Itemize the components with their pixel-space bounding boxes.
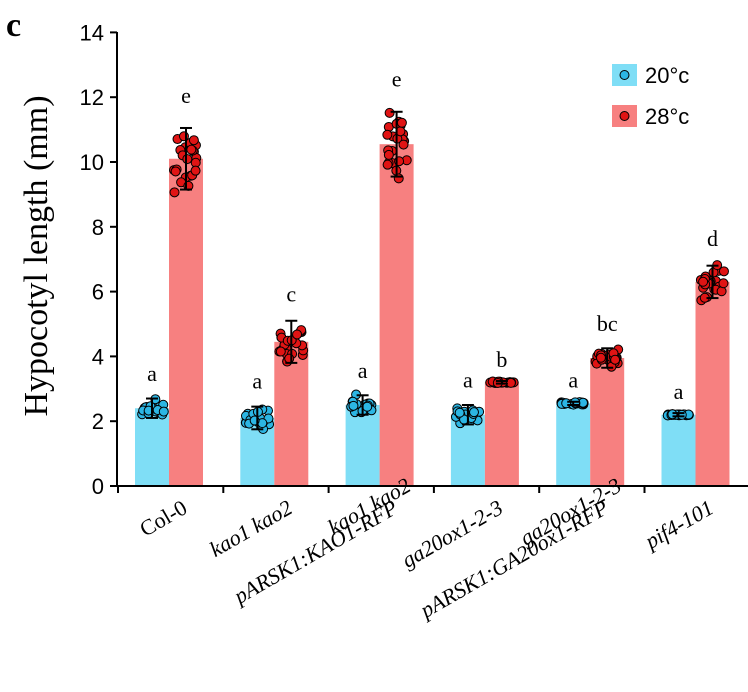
bar-28c-5 bbox=[695, 281, 730, 486]
y-tick-label: 14 bbox=[80, 20, 104, 45]
category-label: pif4-101 bbox=[639, 495, 718, 555]
data-point bbox=[143, 405, 154, 416]
data-point bbox=[186, 144, 197, 155]
data-point bbox=[348, 400, 359, 411]
data-point bbox=[667, 409, 678, 420]
data-point bbox=[170, 166, 181, 177]
error-bars-layer bbox=[146, 110, 719, 431]
y-tick-label: 12 bbox=[80, 85, 104, 110]
category-label: pARSK1:GA20ox1-RFP bbox=[414, 495, 612, 624]
y-tick-label: 0 bbox=[92, 474, 104, 499]
data-point bbox=[454, 407, 465, 418]
y-tick-label: 6 bbox=[92, 280, 104, 305]
legend-label-20c: 20°c bbox=[645, 63, 689, 88]
significance-letter: b bbox=[496, 347, 507, 372]
legend-dot-28c bbox=[619, 111, 630, 121]
data-point bbox=[169, 187, 180, 198]
data-point bbox=[382, 159, 393, 170]
bar-28c-4 bbox=[590, 358, 625, 486]
significance-letter: e bbox=[392, 66, 402, 91]
legend-dot-20c bbox=[619, 70, 630, 80]
data-point bbox=[718, 266, 729, 277]
data-point bbox=[362, 401, 373, 412]
legend-label-28c: 28°c bbox=[645, 104, 689, 129]
x-ticks-layer bbox=[117, 486, 646, 493]
bar-20c-5 bbox=[661, 414, 696, 486]
data-point bbox=[469, 407, 480, 418]
bar-20c-0 bbox=[135, 408, 169, 486]
data-point bbox=[396, 117, 407, 128]
data-point bbox=[178, 131, 189, 142]
y-axis-label: Hypocotyl length (mm) bbox=[18, 95, 55, 416]
data-point bbox=[384, 107, 395, 118]
data-point bbox=[188, 135, 199, 146]
y-tick-label: 8 bbox=[92, 215, 104, 240]
bar-20c-2 bbox=[345, 405, 380, 486]
data-point bbox=[292, 329, 303, 340]
data-point bbox=[190, 165, 201, 176]
legend: 20°c 28°c bbox=[612, 63, 689, 129]
category-label: Col-0 bbox=[135, 495, 191, 542]
bar-20c-4 bbox=[556, 403, 591, 486]
data-point bbox=[284, 353, 295, 364]
significance-letter: a bbox=[568, 368, 578, 393]
bar-28c-1 bbox=[274, 341, 309, 486]
significance-letter: bc bbox=[597, 311, 618, 336]
panel-label: c bbox=[6, 7, 21, 44]
category-labels-layer: Col-0 kao1 kao2 kao1 kao2pARSK1:KAO1-RFPga… bbox=[135, 473, 717, 624]
data-point bbox=[718, 278, 729, 289]
significance-letter: a bbox=[463, 368, 473, 393]
data-point bbox=[595, 352, 606, 363]
significance-letter: a bbox=[358, 358, 368, 383]
y-tick-label: 10 bbox=[80, 150, 104, 175]
y-tick-label: 4 bbox=[92, 344, 104, 369]
bars-layer bbox=[135, 144, 730, 486]
bar-28c-3 bbox=[484, 382, 519, 486]
significance-letter: c bbox=[286, 282, 296, 307]
data-point bbox=[610, 354, 621, 365]
significance-letter: a bbox=[147, 361, 157, 386]
significance-letter: a bbox=[252, 369, 262, 394]
category-label: kao1 kao2 bbox=[205, 495, 296, 562]
data-point bbox=[383, 149, 394, 160]
dots-layer bbox=[137, 107, 729, 434]
data-point bbox=[182, 154, 193, 165]
significance-letter: a bbox=[674, 379, 684, 404]
bar-28c-2 bbox=[379, 144, 414, 486]
bar-28c-0 bbox=[169, 158, 203, 486]
y-ticks-layer: 0 2 4 6 8 10 12 14 bbox=[80, 20, 117, 499]
data-point bbox=[158, 406, 169, 417]
significance-letter: d bbox=[707, 226, 718, 251]
data-point bbox=[561, 398, 572, 409]
y-tick-label: 2 bbox=[92, 409, 104, 434]
data-point bbox=[393, 173, 404, 184]
significance-letter: e bbox=[181, 83, 191, 108]
data-point bbox=[275, 346, 286, 357]
data-point bbox=[382, 129, 393, 140]
data-point bbox=[698, 276, 709, 287]
data-point bbox=[398, 139, 409, 150]
